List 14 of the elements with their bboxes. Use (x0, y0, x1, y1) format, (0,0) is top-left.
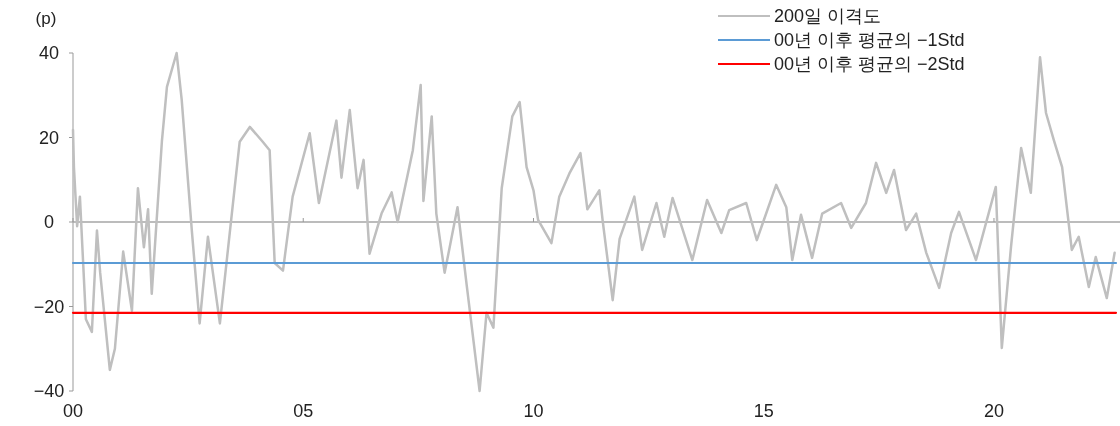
x-tick-label: 00 (62, 401, 84, 421)
y-tick-label: −20 (33, 296, 65, 317)
y-axis-title: (p) (35, 9, 57, 28)
legend-label: 00년 이후 평균의 −1Std (774, 30, 965, 50)
legend-label: 200일 이격도 (774, 6, 882, 26)
y-tick-label: 0 (43, 212, 55, 232)
x-tick-label: 20 (983, 401, 1004, 421)
x-tick-label: 10 (523, 401, 544, 421)
x-tick-label: 15 (753, 401, 774, 421)
y-tick-label: −40 (33, 381, 65, 401)
y-tick-label: 20 (38, 127, 60, 148)
y-tick-label: 40 (38, 43, 60, 63)
x-tick-label: 05 (293, 401, 314, 421)
legend-label: 00년 이후 평균의 −2Std (774, 54, 965, 74)
